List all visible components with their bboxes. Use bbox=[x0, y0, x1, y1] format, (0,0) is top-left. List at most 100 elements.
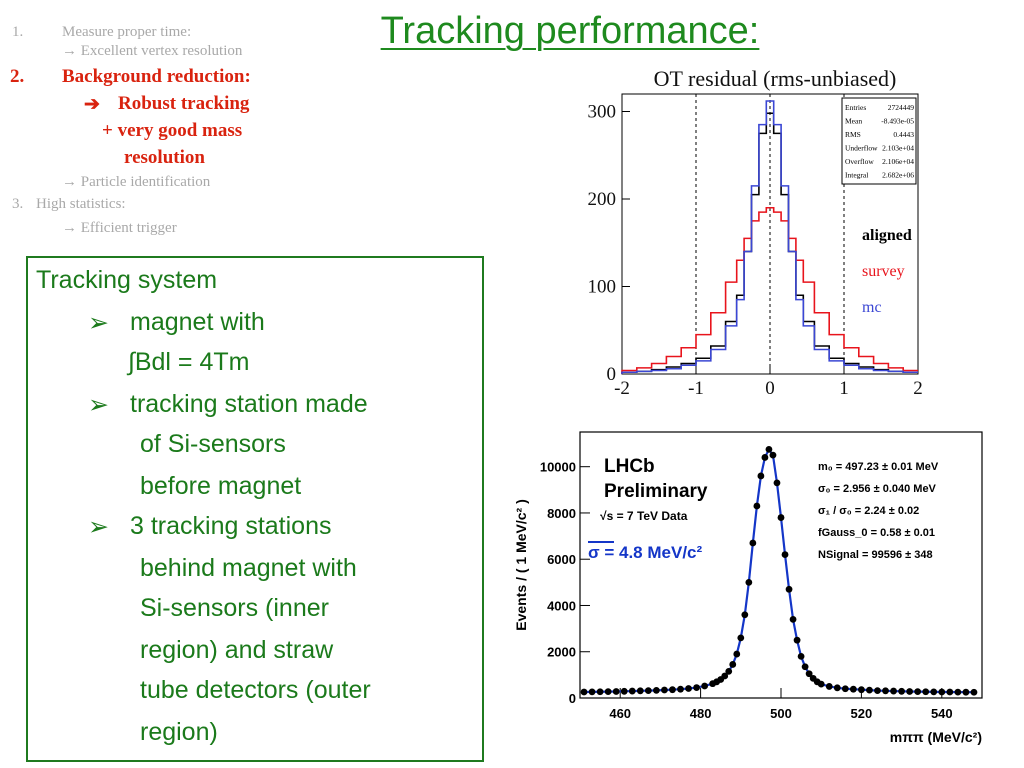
data-point bbox=[793, 636, 801, 644]
fit-parameter: fGauss_0 = 0.58 ± 0.01 bbox=[818, 527, 935, 539]
data-point bbox=[890, 687, 897, 695]
x-tick-label: 540 bbox=[931, 706, 953, 721]
data-point bbox=[785, 585, 793, 593]
bullet-3-line-2: behind magnet with bbox=[140, 554, 357, 582]
page-title: Tracking performance: bbox=[380, 10, 760, 52]
stats-value: 0.4443 bbox=[893, 130, 914, 139]
outline-num-3: 3. bbox=[12, 196, 24, 212]
x-tick-label: -1 bbox=[688, 378, 704, 399]
outline-num-2: 2. bbox=[10, 66, 25, 87]
data-point bbox=[749, 539, 757, 547]
data-point bbox=[954, 688, 962, 696]
stats-label: Mean bbox=[845, 117, 862, 126]
data-point bbox=[777, 514, 785, 521]
bullet-arrow-icon: ➢ bbox=[88, 309, 109, 337]
data-point bbox=[970, 688, 978, 696]
bullet-arrow-icon: ➢ bbox=[88, 391, 109, 419]
outline-item-2-sub1: Robust tracking bbox=[118, 93, 250, 114]
data-point bbox=[833, 684, 841, 692]
bullet-3-line-3: Si-sensors (inner bbox=[140, 594, 329, 622]
preliminary-label: Preliminary bbox=[604, 481, 708, 502]
energy-label: √s = 7 TeV Data bbox=[600, 509, 688, 523]
data-point bbox=[677, 685, 684, 693]
fit-parameter: σ₀ = 2.956 ± 0.040 MeV bbox=[818, 483, 937, 495]
data-point bbox=[737, 634, 745, 642]
data-point bbox=[849, 685, 857, 693]
y-tick-label: 2000 bbox=[547, 645, 576, 660]
data-point bbox=[636, 687, 644, 695]
stats-value: 2724449 bbox=[888, 103, 915, 112]
mass-peak-chart: 460 480 500 520 540 0 2000 4000 6000 8000 10000 mππ… bbox=[513, 431, 983, 745]
histogram-series-mc bbox=[621, 100, 918, 374]
bullet-2-line-2: of Si-sensors bbox=[140, 430, 286, 458]
outline-item-1-sub: → Excellent vertex resolution bbox=[62, 43, 243, 59]
data-point bbox=[757, 472, 765, 480]
ot-residual-chart: -2 -1 0 1 2 0 100 200 300 Entries 2724449 Mean -8.49… bbox=[588, 93, 923, 399]
data-point bbox=[825, 683, 833, 690]
y-tick-label: 0 bbox=[569, 691, 576, 706]
y-tick-label: 4000 bbox=[547, 598, 576, 613]
data-point bbox=[805, 670, 813, 678]
fit-parameter: NSignal = 99596 ± 348 bbox=[818, 549, 933, 561]
data-point bbox=[604, 688, 612, 696]
data-point bbox=[620, 687, 628, 695]
fit-parameter: σ₁ / σ₀ = 2.24 ± 0.02 bbox=[818, 505, 919, 517]
bullet-2-line-1: tracking station made bbox=[130, 390, 368, 418]
bullet-3-line-6: region) bbox=[140, 718, 218, 746]
ot-chart-title: OT residual (rms-unbiased) bbox=[653, 66, 897, 91]
bullet-1-line-2: ∫Bdl = 4Tm bbox=[128, 348, 250, 376]
data-point bbox=[930, 688, 938, 696]
y-tick-label: 200 bbox=[588, 189, 617, 210]
sigma-label: σ = 4.8 MeV/c² bbox=[588, 543, 702, 562]
histogram-series-survey bbox=[621, 206, 918, 374]
fit-parameter: m₀ = 497.23 ± 0.01 MeV bbox=[818, 461, 939, 473]
x-tick-label: 520 bbox=[851, 706, 873, 721]
data-point bbox=[773, 479, 781, 487]
y-axis-label: Events / ( 1 MeV/c² ) bbox=[513, 499, 529, 630]
y-tick-label: 6000 bbox=[547, 552, 576, 567]
stats-label: Underflow bbox=[845, 144, 878, 153]
y-tick-label: 100 bbox=[588, 277, 617, 298]
bullet-arrow-icon: ➢ bbox=[88, 513, 109, 541]
data-point bbox=[898, 687, 905, 695]
data-point bbox=[701, 682, 709, 690]
x-tick-label: 480 bbox=[690, 706, 712, 721]
stats-label: Integral bbox=[845, 171, 868, 180]
x-axis-label: mππ (MeV/c²) bbox=[890, 729, 982, 745]
data-point bbox=[874, 687, 881, 694]
bullet-1-line-1: magnet with bbox=[130, 308, 265, 336]
outline-item-2: Background reduction: bbox=[62, 66, 251, 87]
y-tick-label: 300 bbox=[588, 102, 617, 123]
data-point bbox=[761, 454, 769, 461]
stats-label: Entries bbox=[845, 103, 866, 112]
data-point bbox=[801, 663, 809, 671]
data-point bbox=[596, 688, 604, 696]
data-point bbox=[765, 445, 773, 453]
bullet-3-line-5: tube detectors (outer bbox=[140, 676, 371, 704]
data-point bbox=[741, 611, 749, 619]
y-tick-label: 10000 bbox=[540, 460, 576, 475]
data-point bbox=[789, 615, 797, 623]
outline-item-1: Measure proper time: bbox=[62, 24, 192, 40]
data-point bbox=[769, 451, 777, 459]
tracking-heading: Tracking system bbox=[36, 266, 218, 294]
data-point bbox=[906, 688, 914, 695]
stats-value: 2.103e+04 bbox=[882, 144, 914, 153]
stats-value: 2.106e+04 bbox=[882, 157, 914, 166]
outline-item-3-sub: → Efficient trigger bbox=[62, 220, 177, 236]
bullet-3-line-4: region) and straw bbox=[140, 636, 334, 664]
data-point bbox=[725, 668, 733, 675]
data-point bbox=[693, 684, 700, 691]
y-tick-label: 0 bbox=[607, 364, 617, 385]
data-point bbox=[721, 672, 729, 680]
data-point bbox=[628, 687, 636, 695]
outline-item-2-sub2: + very good mass bbox=[102, 120, 243, 141]
data-point bbox=[612, 688, 620, 695]
stats-box bbox=[841, 97, 917, 185]
legend-entry-aligned: aligned bbox=[862, 227, 912, 244]
data-point bbox=[914, 688, 922, 696]
data-point bbox=[841, 685, 849, 693]
data-point bbox=[866, 686, 873, 694]
arrow-right-icon: ➔ bbox=[84, 94, 100, 115]
x-tick-label: 2 bbox=[913, 378, 923, 399]
